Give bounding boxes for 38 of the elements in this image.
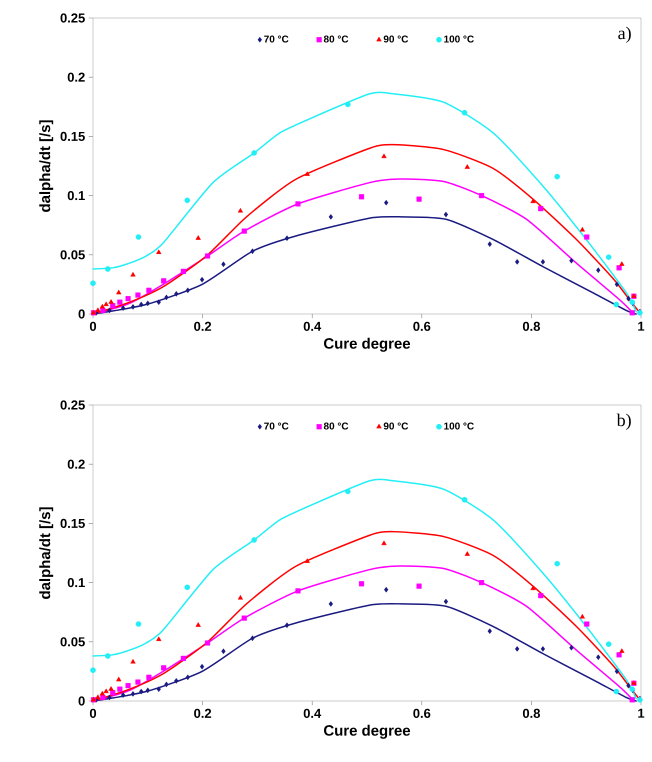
y-axis-title: dalpha/dt [/s] <box>39 120 54 212</box>
y-tick-label: 0.2 <box>68 460 85 469</box>
x-tick-label: 1 <box>638 708 644 718</box>
legend-label: 80 °C <box>324 422 348 430</box>
x-tick-label: 0 <box>90 322 96 331</box>
x-tick-label: 0.2 <box>194 322 212 331</box>
x-tick-label: 0.2 <box>194 708 212 718</box>
y-tick-label: 0.1 <box>68 191 85 200</box>
y-tick-label: 0.1 <box>68 578 85 588</box>
y-tick-label: 0.2 <box>68 72 85 82</box>
legend-label: 80 °C <box>324 36 348 43</box>
annotation: a) <box>618 26 631 43</box>
legend-label: 70 °C <box>264 36 288 43</box>
x-tick-label: 0.6 <box>413 708 430 718</box>
x-tick-label: 0.8 <box>522 322 540 331</box>
legend-label: 100 °C <box>444 36 474 43</box>
y-tick-label: 0.15 <box>60 132 85 141</box>
y-tick-label: 0.25 <box>60 13 85 23</box>
x-tick-label: 0 <box>90 708 96 718</box>
y-tick-label: 0 <box>78 309 85 319</box>
y-tick-label: 0.05 <box>60 637 85 646</box>
legend-label: 90 °C <box>384 422 408 430</box>
x-tick-label: 1 <box>638 322 644 331</box>
legend-label: 70 °C <box>264 422 288 430</box>
y-tick-label: 0.25 <box>60 400 85 410</box>
legend-label: 100 °C <box>444 422 474 430</box>
x-tick-label: 0.4 <box>304 708 322 718</box>
x-axis-title: Cure degree <box>324 724 410 739</box>
legend-label: 90 °C <box>384 36 408 43</box>
x-tick-label: 0.4 <box>304 322 322 331</box>
y-axis-title: dalpha/dt [/s] <box>39 507 54 599</box>
x-tick-label: 0.8 <box>522 708 540 718</box>
x-tick-label: 0.6 <box>413 322 430 331</box>
annotation: b) <box>616 414 631 430</box>
x-axis-title: Cure degree <box>324 338 410 352</box>
y-tick-label: 0 <box>78 696 85 706</box>
y-tick-label: 0.05 <box>60 250 85 260</box>
y-tick-label: 0.15 <box>60 518 85 528</box>
